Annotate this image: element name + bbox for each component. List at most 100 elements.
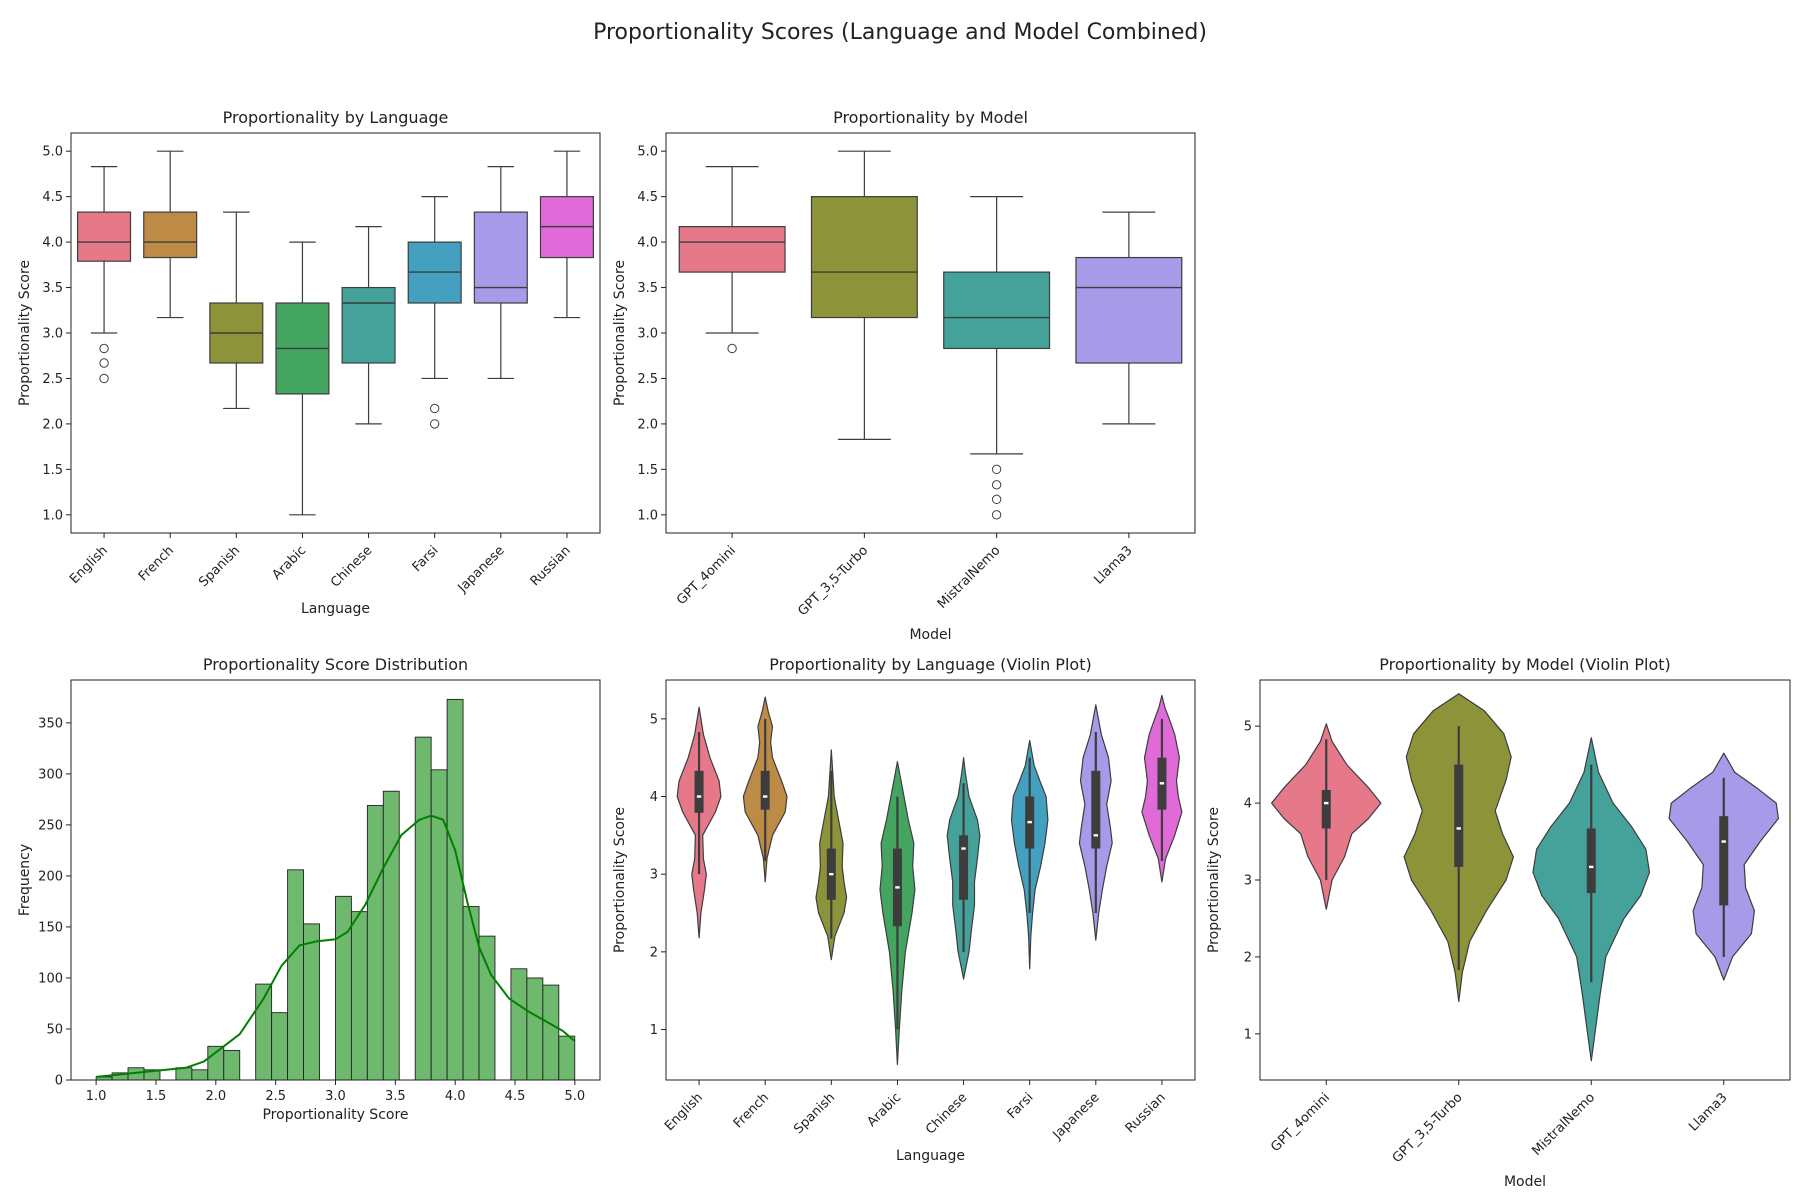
y-tick-label: 2 <box>1244 950 1252 965</box>
y-tick-label: 1 <box>1244 1027 1252 1042</box>
outlier-point <box>991 480 1002 490</box>
chart-ylabel: Proportionality Score <box>612 260 628 406</box>
violin-iqr-box <box>1321 790 1331 829</box>
y-tick-label: 3.0 <box>42 327 63 342</box>
violin-median <box>1027 820 1032 824</box>
y-tick-label: 1.5 <box>42 463 63 478</box>
violin-median <box>1159 782 1165 785</box>
x-tick-label: 2.5 <box>265 1089 286 1104</box>
panel-box-by-model: 1.0 1.5 2.0 2.5 3.0 3.5 4.0 4.5 5.0 GPT_4omini GPT… <box>612 108 1196 643</box>
y-tick-label: 1.0 <box>637 508 658 523</box>
x-tick-label: 4.0 <box>445 1089 466 1104</box>
y-tick-label: 2.5 <box>637 372 658 387</box>
x-tick-label: GPT_4omini <box>674 543 739 608</box>
histogram-bar <box>526 977 544 1081</box>
y-tick-label: 2.5 <box>42 372 63 387</box>
x-tick-label: MistralNemo <box>935 543 1004 612</box>
y-tick-label: 4.5 <box>637 190 658 205</box>
figure-title: Proportionality Scores (Language and Mod… <box>593 20 1207 45</box>
y-tick-label: 1 <box>650 1023 658 1038</box>
violin-iqr-box <box>694 770 704 813</box>
x-tick-label: French <box>136 543 177 584</box>
histogram-bar <box>303 923 320 1081</box>
box-Chinese <box>341 286 396 364</box>
outlier-point <box>727 343 737 354</box>
violin-median <box>1589 865 1594 869</box>
y-tick-label: 4 <box>1244 797 1252 812</box>
box-MistralNemo <box>943 271 1051 350</box>
y-tick-label: 150 <box>38 920 63 935</box>
violin-median <box>762 795 768 798</box>
x-tick-label: Spanish <box>196 543 243 590</box>
box-GPT_3,5-Turbo <box>810 196 918 319</box>
x-tick-label: 4.5 <box>505 1089 526 1104</box>
violin-iqr-box <box>1586 828 1596 894</box>
kde-curve <box>96 814 576 1078</box>
y-tick-label: 5 <box>1244 720 1252 735</box>
y-tick-label: 1.5 <box>637 463 658 478</box>
chart-ylabel: Proportionality Score <box>1206 807 1222 953</box>
violin-median <box>829 872 834 876</box>
outlier-point <box>99 358 109 368</box>
outlier-point <box>99 373 109 384</box>
y-tick-label: 250 <box>38 818 63 833</box>
x-tick-label: Japanese <box>455 543 508 596</box>
x-tick-label: GPT_3,5-Turbo <box>795 543 871 619</box>
violin-iqr-box <box>959 835 969 900</box>
histogram-bar <box>542 984 560 1081</box>
y-tick-label: 2.0 <box>637 417 658 432</box>
x-tick-label: Chinese <box>923 1090 970 1137</box>
histogram-bar <box>558 1035 576 1081</box>
box-Japanese <box>473 211 528 304</box>
x-tick-label: English <box>662 1090 706 1134</box>
x-tick-label: Farsi <box>410 543 442 575</box>
x-tick-label: 5.0 <box>565 1089 586 1104</box>
violin-median <box>1721 840 1726 843</box>
outlier-point <box>991 494 1002 505</box>
y-tick-label: 2.0 <box>42 417 63 432</box>
y-tick-label: 100 <box>38 971 63 986</box>
y-tick-label: 3 <box>1244 874 1252 889</box>
histogram-bar <box>350 911 368 1081</box>
y-tick-label: 3.0 <box>637 327 658 342</box>
violin-median <box>895 886 900 889</box>
violin-median <box>961 847 966 850</box>
chart-title: Proportionality by Model (Violin Plot) <box>1379 655 1671 674</box>
y-tick-label: 3.5 <box>637 281 658 296</box>
violin-iqr-box <box>760 770 770 810</box>
panel-score-histogram: 0 50 100 150 200 250 300 350 1.0 1.5 2.0 2.5 3.0 3.5 4… <box>17 655 601 1123</box>
y-tick-label: 5 <box>650 712 658 727</box>
histogram-bar <box>287 869 304 1081</box>
panel-violin-by-model: 1 2 3 4 5 GPT_4omini GPT_3,5-Turbo MistralNemo L… <box>1206 655 1791 1190</box>
x-tick-label: Farsi <box>1005 1090 1037 1122</box>
violin-iqr-box <box>1091 770 1101 849</box>
chart-xlabel: Language <box>301 601 370 617</box>
chart-xlabel: Language <box>896 1148 965 1164</box>
chart-ylabel: Frequency <box>17 844 33 916</box>
outlier-point <box>429 419 440 429</box>
box-English <box>77 211 132 262</box>
chart-xlabel: Model <box>909 627 951 643</box>
box-French <box>143 211 198 259</box>
plot-frame <box>70 132 601 534</box>
y-tick-label: 3 <box>650 868 658 883</box>
histogram-bar <box>271 1012 289 1081</box>
x-tick-label: French <box>731 1090 772 1131</box>
x-tick-label: Llama3 <box>1686 1090 1730 1134</box>
histogram-bar <box>175 1067 193 1081</box>
violin-median <box>1456 827 1461 830</box>
chart-title: Proportionality by Language (Violin Plot… <box>769 655 1091 674</box>
histogram-bar <box>191 1069 209 1081</box>
y-tick-label: 4.0 <box>42 236 63 251</box>
x-tick-label: GPT_3,5-Turbo <box>1390 1090 1466 1166</box>
outlier-point <box>429 403 440 414</box>
x-tick-label: 2.0 <box>205 1089 226 1104</box>
x-tick-label: 1.0 <box>86 1089 107 1104</box>
histogram-bar <box>223 1049 241 1081</box>
y-tick-label: 350 <box>38 716 63 731</box>
x-tick-label: 1.5 <box>146 1089 167 1104</box>
histogram-bar <box>510 968 528 1081</box>
y-tick-label: 4 <box>650 790 658 805</box>
x-tick-label: Russian <box>1123 1090 1169 1136</box>
